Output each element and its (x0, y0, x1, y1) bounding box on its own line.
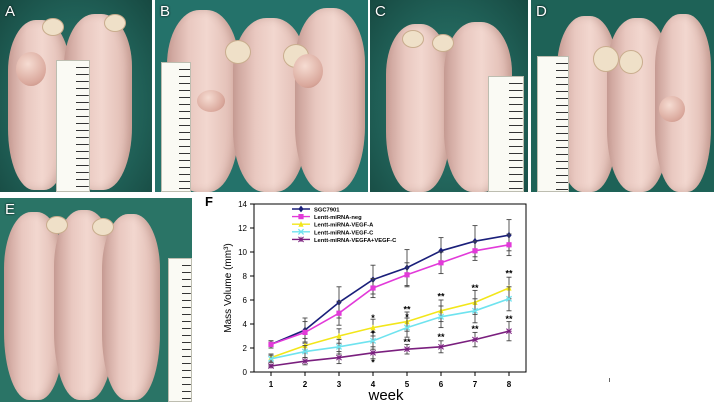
data-point (472, 336, 478, 343)
data-point (302, 329, 308, 335)
y-tick-label: 0 (243, 368, 248, 377)
ruler (56, 60, 90, 192)
y-tick-label: 2 (243, 344, 248, 353)
series-line (270, 287, 510, 359)
data-point (370, 324, 376, 331)
ruler (161, 62, 191, 192)
data-point (336, 310, 342, 316)
photo-panel-d: D (531, 0, 714, 192)
photo-panel-c: C (370, 0, 528, 192)
data-point (438, 260, 444, 266)
data-point (336, 354, 342, 361)
y-tick-label: 10 (238, 248, 247, 257)
significance-label: ** (471, 283, 479, 293)
data-point (506, 328, 512, 335)
ruler (488, 76, 524, 192)
x-tick-label: 2 (303, 380, 308, 389)
ruler (168, 258, 192, 402)
y-axis-label: Mass Volume (mm³) (223, 243, 234, 332)
photo-panel-e: E (0, 198, 192, 402)
y-tick-label: 4 (243, 320, 248, 329)
series-line (270, 330, 510, 367)
data-point (438, 343, 444, 350)
data-point (370, 349, 376, 356)
series-line (270, 234, 510, 346)
panel-label-b: B (160, 3, 171, 20)
significance-label: * (371, 313, 375, 323)
data-point (369, 337, 377, 344)
data-point (438, 247, 444, 255)
legend-marker (297, 228, 305, 235)
data-point (472, 248, 478, 254)
photo-panel-a: A (0, 0, 152, 192)
x-tick-label: 5 (405, 380, 410, 389)
significance-label: ** (403, 305, 411, 315)
divider (609, 378, 610, 382)
y-tick-label: 12 (238, 224, 247, 233)
y-tick-label: 14 (238, 200, 247, 209)
legend-marker (298, 214, 304, 220)
data-point (268, 341, 274, 347)
data-point (268, 363, 274, 369)
significance-label: ** (403, 337, 411, 347)
significance-label: * (371, 329, 375, 339)
ruler (537, 56, 569, 192)
data-point (403, 324, 411, 331)
data-point (437, 313, 445, 320)
significance-label: * (405, 312, 409, 322)
data-point (335, 343, 343, 350)
data-point (302, 358, 308, 365)
data-point (336, 332, 342, 339)
x-tick-label: 1 (269, 380, 274, 389)
panel-label-d: D (536, 3, 547, 20)
legend-label: Lentt-miRNA-VEGFA+VEGF-C (314, 238, 397, 244)
legend-marker (298, 236, 304, 243)
significance-label: * (371, 357, 375, 367)
data-point (301, 348, 309, 355)
significance-label: ** (437, 291, 445, 301)
plot-frame (253, 203, 527, 373)
photo-panel-b: B (155, 0, 368, 192)
significance-label: ** (505, 269, 513, 279)
legend-label: Lentt-miRNA-VEGF-C (314, 230, 374, 236)
legend-label: SGC7901 (314, 208, 340, 214)
data-point (267, 355, 275, 362)
significance-label: ** (437, 332, 445, 342)
y-tick-label: 8 (243, 272, 248, 281)
legend-label: Lentt-miRNA-neg (314, 215, 362, 221)
x-axis-label: week (367, 387, 404, 402)
data-point (404, 346, 410, 353)
panel-label-c: C (375, 3, 386, 20)
panel-label-e: E (5, 201, 16, 218)
legend-marker (298, 221, 304, 227)
x-tick-label: 3 (337, 380, 342, 389)
series-line (270, 298, 510, 360)
legend-marker (298, 205, 304, 213)
y-tick-label: 6 (243, 296, 248, 305)
x-tick-label: 4 (371, 380, 376, 389)
x-tick-label: 8 (507, 380, 512, 389)
significance-label: ** (471, 324, 479, 334)
data-point (471, 307, 479, 314)
data-point (370, 285, 376, 291)
data-point (505, 295, 513, 302)
panel-label-a: A (5, 3, 16, 20)
x-tick-label: 6 (439, 380, 444, 389)
x-tick-label: 7 (473, 380, 478, 389)
panel-label-f: F (205, 194, 213, 209)
data-point (506, 242, 512, 248)
series-line (270, 244, 510, 346)
significance-label: ** (505, 314, 513, 324)
data-point (404, 272, 410, 278)
legend-label: Lentt-miRNA-VEGF-A (314, 223, 374, 229)
